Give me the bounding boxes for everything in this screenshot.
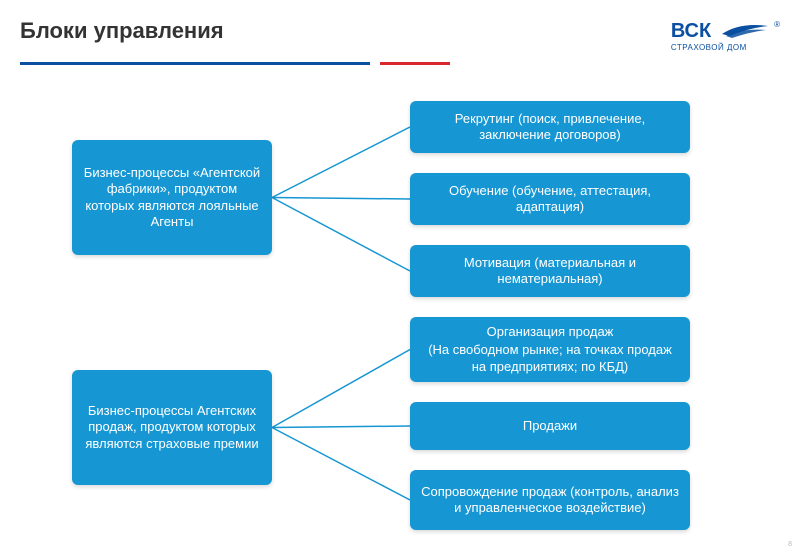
title-underline-red — [380, 62, 450, 65]
logo-subtext: СТРАХОВОЙ ДОМ — [671, 43, 780, 52]
logo-text: ВСК — [671, 20, 711, 43]
slide: Блоки управления ВСК ® СТРАХОВОЙ ДОМ 8 Б… — [0, 0, 800, 554]
diagram-block-left2: Бизнес-процессы Агентских продаж, продук… — [72, 370, 272, 485]
diagram-block-left1: Бизнес-процессы «Агентской фабрики», про… — [72, 140, 272, 255]
diagram-block-r5: Продажи — [410, 402, 690, 450]
page-number: 8 — [788, 541, 792, 548]
diagram-block-r3: Мотивация (материальная и нематериальная… — [410, 245, 690, 297]
logo: ВСК ® СТРАХОВОЙ ДОМ — [671, 20, 780, 52]
diagram-block-r1: Рекрутинг (поиск, привлечение, заключени… — [410, 101, 690, 153]
title-underline-blue — [20, 62, 370, 65]
page-title: Блоки управления — [20, 18, 224, 44]
diagram-block-r4: Организация продаж(На свободном рынке; н… — [410, 317, 690, 382]
diagram-block-r6: Сопровождение продаж (контроль, анализ и… — [410, 470, 690, 530]
diagram-block-r2: Обучение (обучение, аттестация, адаптаци… — [410, 173, 690, 225]
logo-swoosh-icon — [720, 20, 770, 43]
